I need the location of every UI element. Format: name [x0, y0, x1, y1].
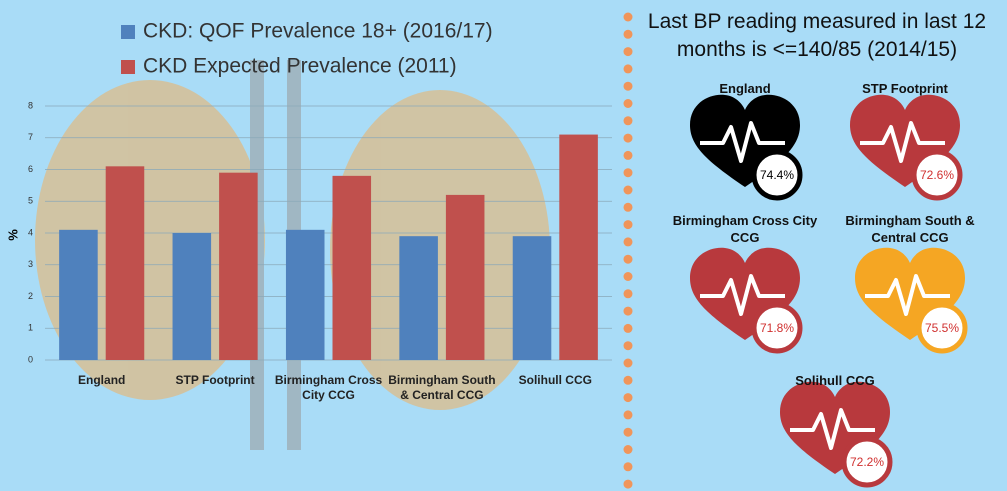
x-tick-label: STP Footprint [175, 373, 255, 387]
bar [445, 194, 485, 360]
separator-dot [623, 462, 633, 472]
separator-dot [623, 254, 633, 264]
value-ring [751, 149, 803, 201]
x-tick-label: England [78, 373, 126, 387]
y-tick-label: 8 [28, 100, 33, 110]
heart-label: STP Footprint [862, 81, 948, 96]
separator-dot [623, 99, 633, 108]
separator-dot [623, 358, 633, 368]
separator-dot [623, 185, 633, 195]
separator-dot [623, 427, 633, 437]
value-label: 72.6% [920, 168, 954, 182]
bar [285, 229, 325, 360]
y-tick-label: 4 [28, 227, 33, 237]
value-ring [841, 436, 893, 488]
x-tick-label: Birmingham Cross City CCG [274, 373, 383, 402]
pulse-line [700, 121, 785, 163]
bar [332, 175, 372, 360]
heart: 75.5% [855, 247, 968, 354]
separator-dot [623, 445, 633, 454]
value-ring [751, 302, 803, 354]
separator-dot [623, 341, 633, 351]
separator-dot [623, 237, 633, 247]
pulse-line [860, 121, 945, 163]
separator-dot [623, 29, 633, 39]
bar [105, 166, 145, 360]
y-axis-label: % [5, 229, 20, 241]
separator-dot [623, 116, 633, 126]
separator-dot [623, 323, 633, 333]
bar [219, 172, 258, 360]
bar [512, 236, 552, 360]
value-ring [911, 149, 963, 201]
heart: 71.8% [690, 247, 803, 354]
value-label: 75.5% [925, 321, 959, 335]
separator-dot [623, 81, 633, 91]
separator-dot [623, 47, 633, 57]
y-tick-label: 2 [28, 291, 33, 301]
separator-dot [623, 272, 633, 281]
legend-label: CKD: QOF Prevalence 18+ (2016/17) [143, 20, 493, 43]
heart-label: Birmingham South & Central CCG [845, 213, 975, 245]
separator-dot [623, 168, 633, 178]
y-tick-label: 1 [28, 323, 33, 333]
separator-dot [623, 133, 633, 143]
separator-dot [623, 12, 633, 22]
value-label: 72.2% [850, 455, 884, 469]
heart: 72.6% [850, 94, 963, 201]
heart: 74.4% [690, 94, 803, 201]
separator-dot [623, 410, 633, 420]
value-label: 74.4% [760, 168, 794, 182]
heart: 72.2% [780, 381, 893, 488]
heart-label: England [719, 81, 771, 96]
x-tick-label: Birmingham South & Central CCG [388, 373, 496, 402]
heart-label: Solihull CCG [795, 373, 875, 388]
pulse-line [790, 408, 875, 450]
separator-dot [623, 202, 633, 212]
separator-dot [623, 150, 633, 160]
bar [59, 229, 98, 360]
legend-label: CKD Expected Prevalence (2011) [143, 55, 457, 78]
bar [172, 233, 212, 360]
separator-dot [623, 375, 633, 385]
separator-dot [623, 64, 633, 74]
pulse-line [700, 274, 785, 316]
value-label: 71.8% [760, 321, 794, 335]
legend-swatch [121, 60, 135, 74]
legend-swatch [121, 25, 135, 39]
separator-dot [623, 220, 633, 230]
y-tick-label: 6 [28, 164, 33, 174]
heart-label: Birmingham Cross City CCG [672, 213, 818, 245]
bar [399, 236, 438, 360]
separator-dot [623, 479, 633, 489]
bar [559, 134, 598, 360]
x-tick-label: Solihull CCG [518, 373, 592, 387]
separator-dot [623, 289, 633, 299]
y-tick-label: 7 [28, 132, 33, 142]
pulse-line [865, 274, 950, 316]
separator-dot [623, 393, 633, 403]
y-tick-label: 5 [28, 196, 33, 206]
separator-dot [623, 306, 633, 316]
panel-title: Last BP reading measured in last 12 mont… [647, 10, 987, 61]
y-tick-label: 0 [28, 354, 33, 364]
value-ring [916, 302, 968, 354]
y-tick-label: 3 [28, 259, 33, 269]
